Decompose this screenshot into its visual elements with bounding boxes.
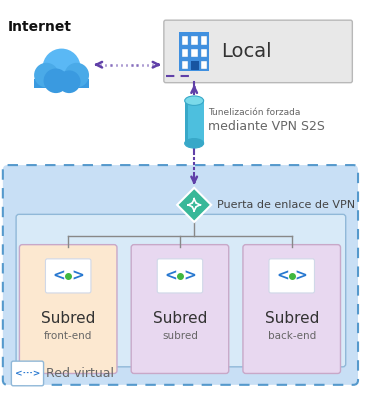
Bar	[191, 61, 199, 70]
Bar	[201, 49, 207, 57]
Bar	[201, 36, 207, 45]
Bar	[185, 101, 189, 143]
Bar	[201, 36, 207, 45]
FancyBboxPatch shape	[3, 165, 358, 385]
Bar	[191, 36, 198, 45]
Bar	[182, 36, 189, 45]
FancyBboxPatch shape	[131, 245, 229, 373]
Text: <···>: <···>	[15, 369, 40, 378]
Bar	[182, 61, 189, 69]
Bar	[182, 49, 189, 57]
Text: front-end: front-end	[44, 330, 92, 341]
FancyBboxPatch shape	[164, 20, 352, 83]
Bar	[191, 49, 198, 57]
Text: mediante VPN S2S: mediante VPN S2S	[208, 119, 325, 132]
Text: >: >	[295, 269, 307, 283]
Circle shape	[43, 49, 80, 87]
FancyBboxPatch shape	[243, 245, 341, 373]
Text: Internet: Internet	[8, 20, 72, 34]
FancyBboxPatch shape	[45, 259, 91, 293]
Text: Red virtual: Red virtual	[46, 367, 114, 380]
Ellipse shape	[185, 96, 203, 105]
Bar	[182, 36, 189, 45]
Circle shape	[64, 63, 89, 87]
FancyBboxPatch shape	[19, 245, 117, 373]
Text: <: <	[276, 269, 289, 283]
Bar	[182, 49, 189, 57]
Text: <: <	[164, 269, 177, 283]
Bar	[185, 101, 203, 143]
Bar	[201, 61, 207, 69]
FancyBboxPatch shape	[157, 259, 203, 293]
Bar	[191, 49, 198, 57]
Bar	[34, 79, 89, 88]
Bar	[191, 36, 198, 45]
Text: subred: subred	[162, 330, 198, 341]
Text: <: <	[52, 269, 65, 283]
Polygon shape	[177, 188, 211, 222]
FancyBboxPatch shape	[16, 214, 346, 367]
Circle shape	[34, 63, 59, 87]
Text: Puerta de enlace de VPN: Puerta de enlace de VPN	[217, 200, 355, 210]
FancyBboxPatch shape	[11, 361, 43, 386]
Text: >: >	[71, 269, 84, 283]
Bar	[182, 61, 189, 69]
Text: Local: Local	[221, 42, 271, 61]
Bar	[201, 61, 207, 69]
Ellipse shape	[185, 139, 203, 148]
Text: Tunelización forzada: Tunelización forzada	[208, 108, 301, 117]
Bar	[179, 32, 209, 71]
Text: Subred: Subred	[153, 311, 207, 326]
Circle shape	[58, 70, 80, 93]
Text: Subred: Subred	[41, 311, 95, 326]
Bar	[201, 49, 207, 57]
Text: back-end: back-end	[267, 330, 316, 341]
Text: Subred: Subred	[264, 311, 319, 326]
Text: >: >	[183, 269, 196, 283]
Circle shape	[43, 68, 68, 93]
FancyBboxPatch shape	[269, 259, 314, 293]
